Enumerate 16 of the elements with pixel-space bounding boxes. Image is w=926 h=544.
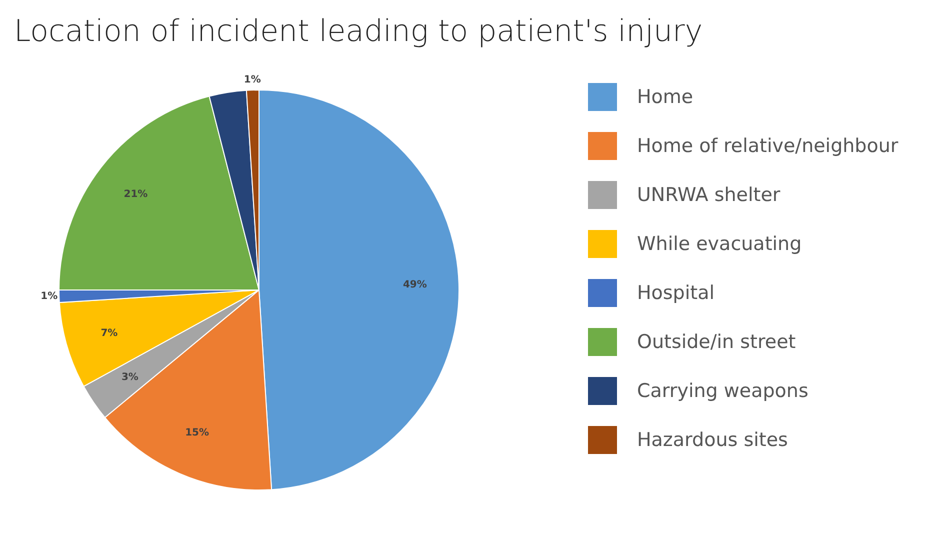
- legend-label: While evacuating: [637, 233, 802, 255]
- data-label: 21%: [124, 188, 148, 200]
- legend-label: Home: [637, 86, 694, 108]
- data-label: 7%: [100, 328, 118, 340]
- legend-label: Carrying weapons: [637, 380, 808, 402]
- chart-title: Location of incident leading to patient's injury: [13, 13, 704, 49]
- data-label: 1%: [40, 291, 58, 302]
- legend-label: Home of relative/neighbour: [637, 135, 898, 157]
- data-label: 49%: [402, 280, 427, 291]
- data-label: 3%: [121, 372, 138, 384]
- data-label: 1%: [244, 74, 261, 86]
- data-label: 15%: [185, 428, 210, 439]
- legend-label: UNRWA shelter: [637, 184, 780, 206]
- legend-label: Hospital: [637, 282, 715, 304]
- legend-label: Hazardous sites: [637, 429, 788, 451]
- legend-label: Outside/in street: [637, 331, 796, 353]
